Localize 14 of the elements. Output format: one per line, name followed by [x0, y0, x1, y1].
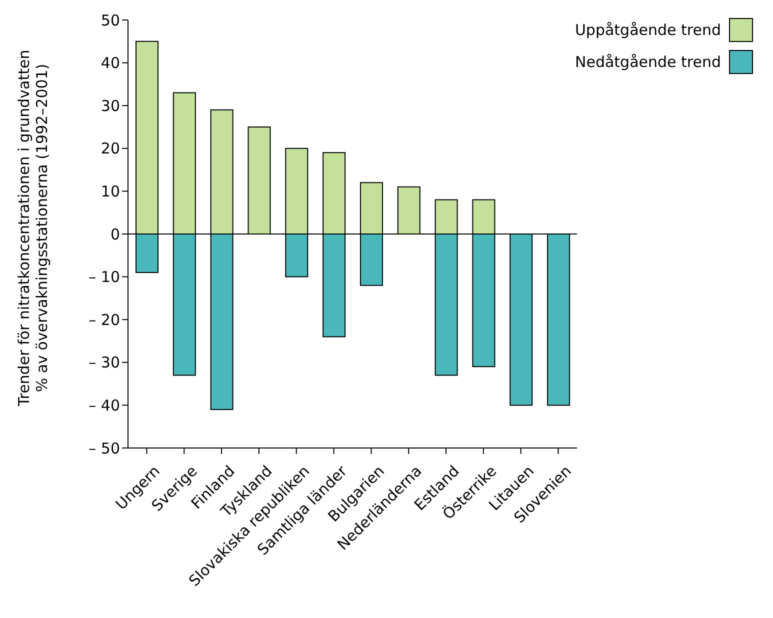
y-axis-title: Trender för nitratkoncentrationen i grundvatten % av övervakningsstationerna (1992–2001) [15, 50, 51, 408]
y-tick-label: 40 [100, 54, 120, 72]
y-tick-label: – 30 [88, 354, 120, 372]
y-tick-label: 10 [100, 182, 120, 201]
y-tick-label: – 50 [88, 439, 120, 458]
y-tick-label: – 10 [88, 268, 120, 286]
y-tick-label: – 40 [88, 396, 120, 415]
y-tick-label: 20 [100, 140, 120, 158]
y-tick-label: 50 [100, 11, 120, 30]
legend-label: Uppåtgående trend [574, 21, 721, 39]
y-tick-label: – 20 [88, 310, 120, 329]
y-tick-label: 30 [100, 96, 120, 115]
y-tick-label: 0 [110, 225, 120, 244]
legend-label: Nedåtgående trend [575, 53, 721, 71]
